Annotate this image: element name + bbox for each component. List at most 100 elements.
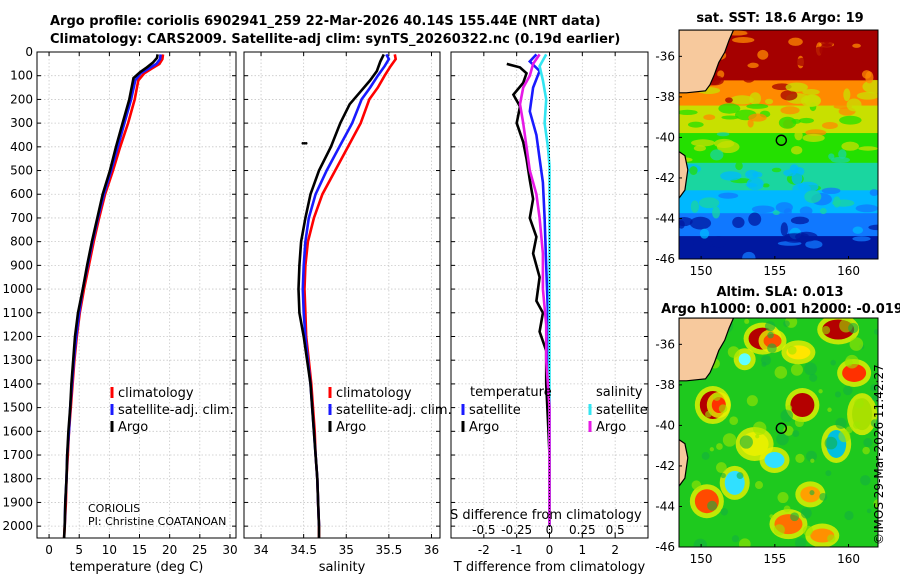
sla-map-title-1: Altim. SLA: 0.013 <box>717 285 844 300</box>
depth-tick-label: 500 <box>10 164 33 178</box>
sst-patch <box>698 197 720 209</box>
sla-eddy <box>764 451 785 468</box>
imos-timestamp: ©IMOS 29-Mar-2026 11:42:27 <box>872 364 886 545</box>
sla-texture <box>718 404 728 413</box>
sst-patch <box>679 109 698 116</box>
sst-map-xtick-label: 160 <box>837 264 860 278</box>
sla-texture <box>777 492 789 504</box>
depth-tick-label: 1500 <box>2 401 33 415</box>
sst-patch <box>800 94 821 107</box>
temperature-xtick-label: 25 <box>192 543 207 557</box>
sst-patch <box>821 122 838 130</box>
temperature-xtick-label: 30 <box>222 543 237 557</box>
sst-patch <box>712 206 721 219</box>
sla-texture <box>739 435 753 449</box>
sst-map-ytick-label: -38 <box>655 90 675 104</box>
sst-patch <box>778 116 797 129</box>
sst-patch <box>798 117 814 124</box>
sst-map-ytick-label: -36 <box>655 49 675 63</box>
sst-patch <box>794 129 803 141</box>
sst-patch <box>799 206 813 216</box>
sst-patch <box>689 166 698 175</box>
sst-patch <box>732 216 745 229</box>
sst-patch <box>746 103 769 109</box>
sla-texture <box>849 337 864 351</box>
sst-band <box>679 162 878 192</box>
sla-texture <box>760 355 772 366</box>
sla-map-ytick-label: -38 <box>655 378 675 392</box>
sla-texture <box>830 359 836 366</box>
sst-patch <box>798 30 819 41</box>
depth-tick-label: 600 <box>10 187 33 201</box>
sla-eddy <box>763 333 782 348</box>
salinity-xtick-label: 35 <box>339 543 354 557</box>
sst-patch <box>679 238 695 247</box>
sst-map-frame <box>678 29 879 260</box>
difference-xtick2-label: -0.5 <box>472 523 495 537</box>
temperature-legend-1-label: satellite-adj. clim. <box>118 403 234 418</box>
temperature-xtick-label: 10 <box>102 543 117 557</box>
salinity-xtick-label: 34.5 <box>290 543 317 557</box>
sst-map-field <box>679 30 878 259</box>
sla-map-panel: 150 155 160 -36 -38 -40 -42 -44 -46 Altim. SLA: 0… <box>655 285 900 566</box>
sla-texture <box>863 437 873 448</box>
sla-texture <box>701 452 710 460</box>
difference-xtick-label: -1 <box>511 543 523 557</box>
sst-patch <box>849 62 870 71</box>
sla-texture <box>871 394 878 401</box>
salinity-legend-2-label: Argo <box>336 420 366 435</box>
sst-patch <box>762 183 770 188</box>
sla-texture <box>825 470 832 477</box>
depth-tick-label: 0 <box>25 45 33 59</box>
sla-texture <box>709 447 714 452</box>
sla-texture <box>705 410 712 418</box>
temperature-plot-area <box>37 52 236 538</box>
sst-patch <box>839 115 862 125</box>
sst-patch <box>688 121 704 128</box>
sla-eddy <box>842 363 867 382</box>
sst-patch <box>788 37 803 46</box>
salinity-qc-mark <box>304 141 308 145</box>
difference-xtick2-label: -0.25 <box>501 523 532 537</box>
difference-panel: -2 -1 0 1 2 T difference from climatology temp… <box>450 51 649 575</box>
sla-texture <box>844 510 854 521</box>
sla-texture <box>720 472 726 479</box>
sla-texture <box>800 507 812 519</box>
difference-xtick2-label: 0.5 <box>606 523 625 537</box>
sst-patch <box>852 236 871 242</box>
sst-patch <box>799 67 822 80</box>
figure-title-line-2: Climatology: CARS2009. Satellite-adj cli… <box>50 32 621 47</box>
sla-map-ytick-label: -44 <box>655 499 675 513</box>
sla-texture <box>824 436 838 450</box>
sst-map-panel: 150 155 160 -36 -38 -40 -42 -44 -46 sat. SST: 18.… <box>655 11 879 278</box>
sst-patch <box>783 208 792 216</box>
sla-texture <box>870 384 878 392</box>
sla-texture <box>716 443 723 450</box>
difference-xtick-label: -2 <box>478 543 490 557</box>
difference-xlabel-salinity: S difference from climatology <box>450 508 642 523</box>
sla-texture <box>827 407 832 412</box>
depth-tick-label: 900 <box>10 258 33 272</box>
depth-tick-label: 200 <box>10 92 33 106</box>
sst-patch <box>791 145 803 155</box>
temperature-xtick-label: 0 <box>45 543 53 557</box>
sst-patch <box>805 240 823 249</box>
sst-map-ytick-label: -46 <box>655 252 675 266</box>
sst-patch <box>843 88 851 102</box>
sla-texture <box>720 508 729 516</box>
depth-tick-label: 1000 <box>2 282 33 296</box>
sst-patch <box>780 90 798 101</box>
sst-patch <box>732 37 755 44</box>
depth-tick-label: 1900 <box>2 495 33 509</box>
sla-texture <box>854 398 864 409</box>
sst-patch <box>783 169 797 177</box>
depth-tick-label: 300 <box>10 116 33 130</box>
depth-tick-label: 1800 <box>2 472 33 486</box>
depth-tick-label: 1100 <box>2 306 33 320</box>
sst-patch <box>861 241 878 247</box>
sla-texture <box>866 508 872 514</box>
sla-map-ytick-label: -42 <box>655 459 675 473</box>
difference-legend-temperature-title: temperature <box>470 385 552 400</box>
sla-map-ytick-label: -46 <box>655 540 675 554</box>
